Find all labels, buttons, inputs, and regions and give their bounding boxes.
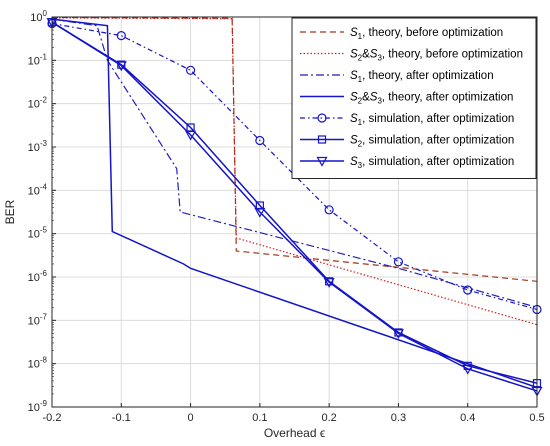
legend: S1, theory, before optimization S2&S3, th… [291, 17, 537, 179]
x-tick-label: 0.2 [321, 412, 336, 424]
series-line [51, 21, 538, 384]
legend-box [291, 17, 537, 179]
legend-entry: S2, simulation, after optimization [300, 135, 514, 149]
marker-circle [185, 65, 196, 75]
x-axis-label: Overhead ϵ [264, 426, 325, 440]
legend-entry: S1, simulation, after optimization [300, 113, 514, 127]
y-tick-label: 10-5 [28, 226, 48, 241]
series-4 [51, 18, 538, 389]
y-tick-label: 10-1 [28, 52, 48, 67]
series-line [51, 18, 538, 389]
series-1 [51, 16, 538, 282]
legend-entry: S1, theory, before optimization [300, 27, 503, 41]
legend-entry: S2&S3, theory, after optimization [300, 92, 513, 106]
legend-label: S1, theory, before optimization [350, 27, 503, 41]
marker-circle [393, 257, 404, 267]
marker-circle [116, 31, 126, 41]
legend-label: S1, theory, after optimization [350, 70, 494, 84]
y-tick-label: 10-7 [28, 312, 48, 327]
legend-label: S2&S3, theory, before optimization [350, 49, 523, 63]
legend-label: S2, simulation, after optimization [350, 135, 514, 149]
marker-circle [255, 135, 265, 146]
series-3 [51, 18, 538, 308]
series-line [51, 16, 538, 282]
x-tick-label: 0 [188, 412, 194, 424]
y-tick-label: 10-4 [28, 182, 48, 197]
series-line [51, 18, 538, 308]
legend-label: S2&S3, theory, after optimization [350, 92, 513, 106]
x-tick-label: 0.4 [460, 412, 475, 424]
legend-label: S1, simulation, after optimization [350, 113, 514, 127]
marker-square [317, 135, 327, 144]
x-tick-label: 0.3 [391, 412, 406, 424]
legend-entry: S3, simulation, after optimization [300, 156, 514, 170]
legend-entry: S1, theory, after optimization [300, 70, 494, 84]
tick-layer: -0.2 -0.1 0 0.1 0.2 0.3 0.4 0.5 100 10-1 10-2 10-3 1… [28, 9, 545, 424]
series-line [51, 22, 538, 311]
marker-triangle [316, 156, 328, 167]
y-tick-label: 10-2 [28, 96, 48, 111]
marker-circle [463, 285, 473, 295]
series-line [51, 21, 538, 392]
marker-circle [324, 205, 334, 215]
marker-circle [317, 113, 327, 123]
y-tick-label: 10-9 [28, 399, 48, 414]
x-tick-label: 0.1 [252, 412, 267, 424]
x-tick-label: -0.1 [112, 412, 131, 424]
series-layer [46, 16, 543, 397]
plot-frame [51, 16, 538, 408]
marker-triangle [254, 207, 266, 218]
marker-triangle [115, 61, 127, 72]
x-tick-label: 0.5 [529, 412, 544, 424]
y-tick-label: 10-8 [28, 356, 48, 371]
y-tick-label: 100 [30, 9, 47, 24]
y-axis-label: BER [3, 199, 17, 224]
marker-triangle [462, 364, 474, 375]
x-tick-label: -0.2 [43, 412, 62, 424]
marker-triangle [392, 329, 404, 340]
marker-triangle [323, 278, 335, 288]
legend-label: S3, simulation, after optimization [350, 156, 514, 170]
legend-entry: S2&S3, theory, before optimization [300, 49, 523, 63]
y-tick-label: 10-6 [28, 269, 48, 284]
y-tick-label: 10-3 [28, 139, 48, 154]
marker-triangle [185, 130, 197, 141]
